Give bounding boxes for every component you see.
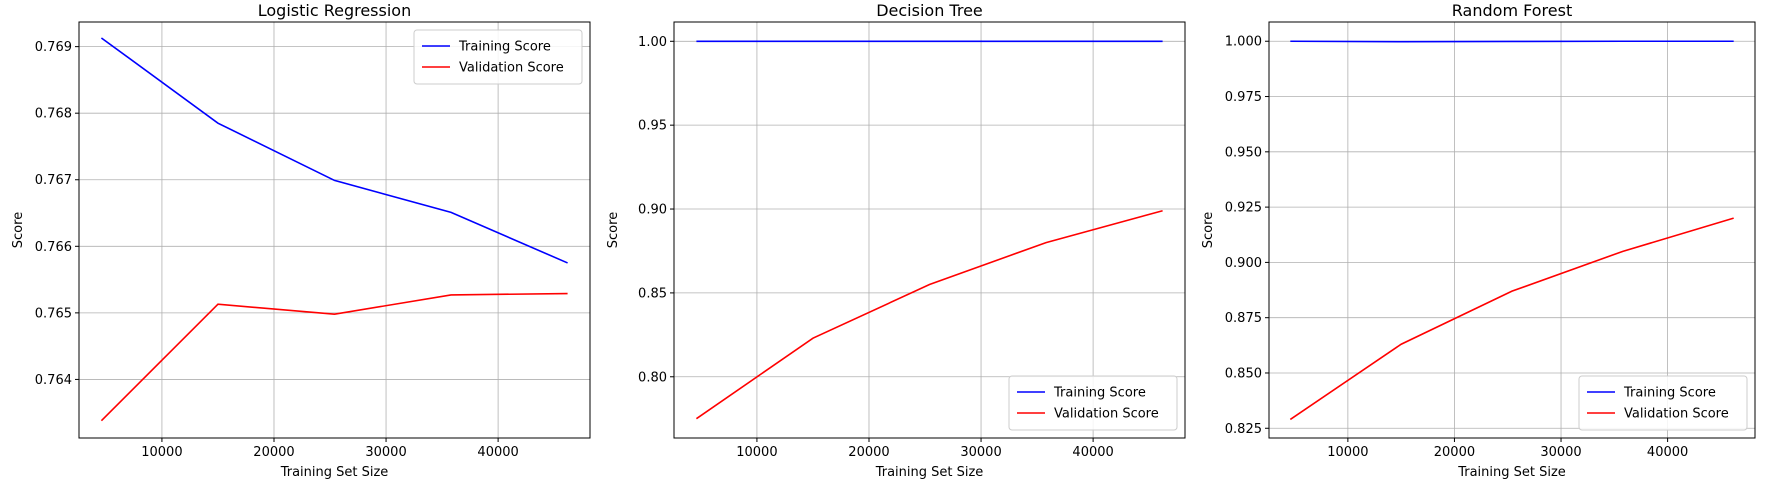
y-axis-label: Score — [606, 212, 621, 248]
legend-label: Validation Score — [459, 61, 564, 76]
legend-label: Training Score — [1053, 386, 1146, 401]
legend: Training Score Validation Score — [413, 29, 583, 85]
axes-frame — [1268, 21, 1756, 439]
y-tick-label: 0.80 — [638, 370, 667, 385]
x-tick-label: 40000 — [477, 445, 518, 460]
y-axis-label: Score — [11, 212, 26, 248]
legend-box — [1008, 375, 1178, 431]
x-tick-label: 40000 — [1647, 445, 1688, 460]
x-tick-label: 10000 — [141, 445, 182, 460]
y-tick-label: 0.95 — [638, 119, 667, 134]
y-tick-label: 0.85 — [638, 286, 667, 301]
y-tick-label: 1.000 — [1225, 35, 1262, 50]
legend-box — [1578, 375, 1748, 431]
x-tick-label: 30000 — [960, 445, 1001, 460]
legend-label: Validation Score — [1054, 407, 1159, 422]
axes-frame — [78, 21, 591, 439]
chart-title: Logistic Regression — [258, 1, 411, 20]
x-tick-label: 20000 — [253, 445, 294, 460]
y-tick-label: 0.875 — [1225, 311, 1262, 326]
series-line-validation-score — [695, 209, 1163, 420]
x-axis-label: Training Set Size — [1457, 465, 1566, 480]
chart-title: Decision Tree — [876, 1, 983, 20]
x-tick-label: 30000 — [365, 445, 406, 460]
chart-panel-2: 10000 20000 30000 40000 0.80 0.85 0.90 0.95 1.00… — [606, 1, 1186, 480]
legend-label: Training Score — [1623, 386, 1716, 401]
legend-box — [413, 29, 583, 85]
y-tick-label: 0.767 — [35, 173, 72, 188]
y-tick-label: 0.850 — [1225, 366, 1262, 381]
x-tick-label: 10000 — [1327, 445, 1368, 460]
x-tick-label: 30000 — [1540, 445, 1581, 460]
chart-title: Random Forest — [1452, 1, 1572, 20]
y-tick-label: 0.765 — [35, 306, 72, 321]
y-tick-label: 1.00 — [638, 35, 667, 50]
axes-frame — [673, 21, 1186, 439]
chart-panel-1: 10000 20000 30000 40000 0.764 0.765 0.766 0.767… — [11, 1, 591, 480]
series-line-training-score — [100, 37, 568, 264]
y-tick-label: 0.900 — [1225, 256, 1262, 271]
x-tick-label: 40000 — [1072, 445, 1113, 460]
y-tick-label: 0.950 — [1225, 145, 1262, 160]
y-tick-label: 0.925 — [1225, 201, 1262, 216]
y-tick-label: 0.90 — [638, 203, 667, 218]
chart-panel-3: 10000 20000 30000 40000 0.825 0.850 0.875 0.900… — [1201, 1, 1756, 480]
series-line-validation-score — [100, 292, 568, 422]
x-tick-label: 20000 — [1434, 445, 1475, 460]
y-tick-label: 0.764 — [35, 373, 72, 388]
legend: Training Score Validation Score — [1008, 375, 1178, 431]
x-axis-label: Training Set Size — [280, 465, 389, 480]
x-tick-label: 10000 — [736, 445, 777, 460]
legend-label: Validation Score — [1624, 407, 1729, 422]
y-tick-label: 0.769 — [35, 40, 72, 55]
x-tick-label: 20000 — [848, 445, 889, 460]
y-tick-label: 0.768 — [35, 107, 72, 122]
series-line-validation-score — [1289, 217, 1734, 421]
legend: Training Score Validation Score — [1578, 375, 1748, 431]
y-tick-label: 0.975 — [1225, 90, 1262, 105]
x-axis-label: Training Set Size — [875, 465, 984, 480]
y-tick-label: 0.766 — [35, 240, 72, 255]
y-axis-label: Score — [1201, 212, 1216, 248]
y-tick-label: 0.825 — [1225, 422, 1262, 437]
legend-label: Training Score — [458, 40, 551, 55]
